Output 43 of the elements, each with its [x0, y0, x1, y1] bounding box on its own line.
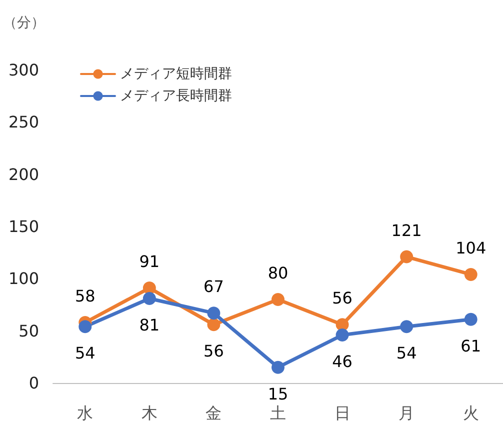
point: [272, 293, 284, 306]
point: [78, 320, 92, 334]
point: [207, 306, 220, 320]
data-label: 54: [396, 344, 417, 363]
point: [142, 282, 156, 295]
data-label: 58: [74, 286, 96, 306]
point: [464, 312, 478, 326]
x-tick-label: 土: [270, 404, 286, 422]
x-tick-label: 水: [77, 404, 94, 422]
point: [142, 292, 156, 305]
x-tick-label: 月: [398, 404, 415, 422]
legend-label: メディア長時間群: [120, 88, 232, 104]
y-tick-label: 250: [8, 112, 39, 132]
y-tick-label: 0: [28, 374, 39, 392]
data-label: 80: [268, 264, 288, 283]
point: [272, 360, 284, 374]
x-tick-label: 火: [462, 404, 479, 422]
x-tick-label: 木: [141, 404, 158, 422]
data-label: 81: [139, 315, 160, 334]
data-label: 61: [460, 336, 482, 356]
point: [400, 250, 414, 264]
y-tick-label: 50: [18, 321, 39, 340]
y-tick-label: 100: [8, 269, 39, 288]
data-label: 56: [332, 288, 352, 308]
legend-label: メディア短時間群: [120, 66, 232, 82]
x-tick-label: 金: [206, 404, 222, 422]
point: [400, 320, 414, 334]
y-tick-label: 150: [8, 217, 39, 236]
data-label: 104: [456, 238, 486, 258]
data-label: 56: [204, 342, 224, 361]
point: [336, 328, 349, 342]
data-label: 91: [139, 252, 160, 272]
data-label: 46: [332, 352, 352, 372]
data-label: 67: [204, 277, 224, 296]
y-tick-label: 200: [8, 164, 39, 184]
data-label: 121: [391, 220, 422, 240]
data-label: 54: [74, 344, 96, 363]
point: [207, 318, 220, 332]
data-label: 15: [268, 384, 288, 404]
y-tick-label: 300: [8, 60, 39, 80]
x-tick-label: 日: [334, 404, 350, 422]
point: [464, 268, 478, 281]
y-axis-title: （分）: [3, 15, 45, 31]
